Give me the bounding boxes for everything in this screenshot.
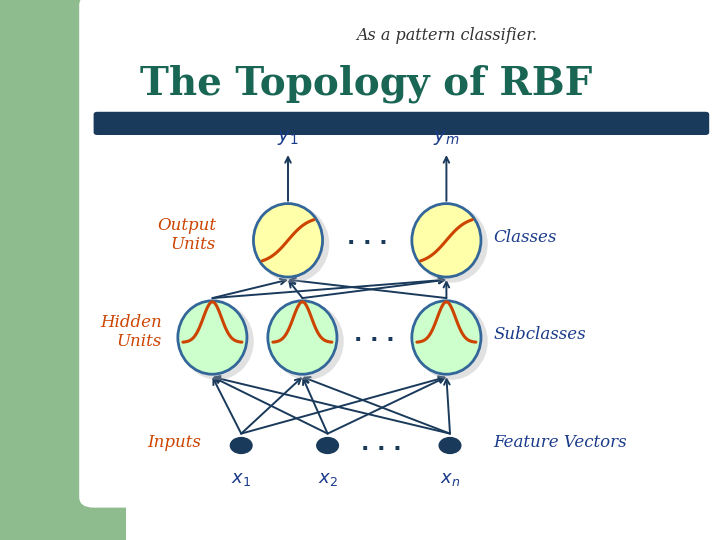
FancyBboxPatch shape	[79, 0, 720, 508]
Text: $y_1$: $y_1$	[277, 128, 299, 147]
Ellipse shape	[257, 206, 329, 282]
Text: . . .: . . .	[354, 325, 395, 345]
Ellipse shape	[268, 301, 337, 374]
Ellipse shape	[253, 204, 323, 277]
Ellipse shape	[412, 204, 481, 277]
Ellipse shape	[412, 301, 481, 374]
Text: Inputs: Inputs	[148, 434, 202, 451]
Circle shape	[438, 437, 462, 454]
Ellipse shape	[181, 303, 253, 380]
Ellipse shape	[415, 206, 487, 282]
Text: . . .: . . .	[347, 227, 387, 248]
Text: As a pattern classifier.: As a pattern classifier.	[356, 26, 537, 44]
FancyBboxPatch shape	[94, 112, 709, 135]
Ellipse shape	[178, 301, 247, 374]
Text: $x_n$: $x_n$	[440, 470, 460, 488]
Ellipse shape	[271, 303, 343, 380]
Text: Output
Units: Output Units	[157, 217, 216, 253]
Text: Feature Vectors: Feature Vectors	[493, 434, 627, 451]
Text: Hidden
Units: Hidden Units	[100, 314, 162, 350]
Circle shape	[230, 437, 253, 454]
Text: The Topology of RBF: The Topology of RBF	[140, 64, 593, 103]
Text: . . .: . . .	[361, 434, 402, 455]
Text: Subclasses: Subclasses	[493, 326, 586, 343]
Text: $x_2$: $x_2$	[318, 470, 338, 488]
Ellipse shape	[415, 303, 487, 380]
Circle shape	[316, 437, 339, 454]
Text: $x_1$: $x_1$	[231, 470, 251, 488]
Bar	[0, 0, 126, 540]
Text: $y_m$: $y_m$	[433, 128, 459, 147]
Text: Classes: Classes	[493, 229, 557, 246]
